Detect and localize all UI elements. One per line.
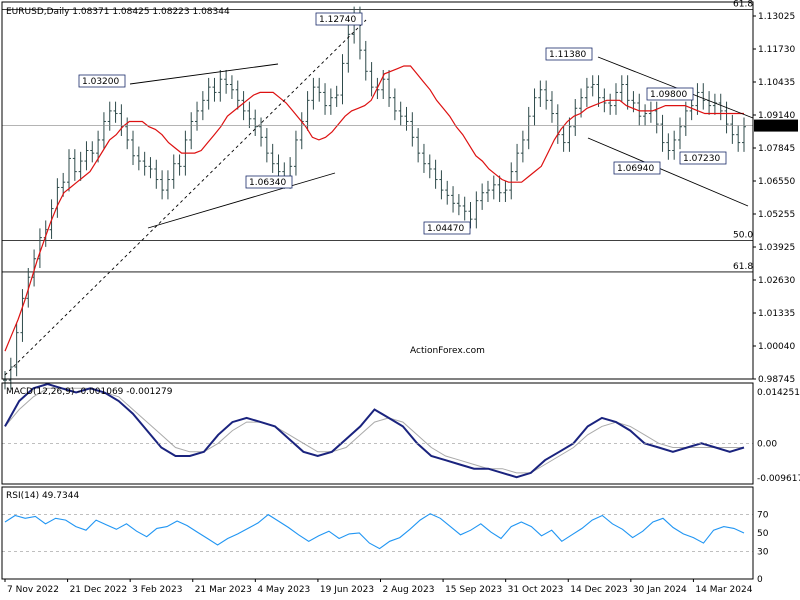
macd-line xyxy=(4,383,745,479)
price-y-tick-label: 1.06550 xyxy=(758,177,795,187)
price-y-tick-label: 1.10435 xyxy=(758,78,795,88)
price-y-tick-label: 1.03925 xyxy=(758,243,795,253)
symbol-header: EURUSD,Daily 1.08371 1.08425 1.08223 1.0… xyxy=(6,7,230,17)
watermark: ActionForex.com xyxy=(410,346,485,356)
x-tick-label: 21 Dec 2022 xyxy=(70,585,128,595)
price-y-tick-label: 1.01335 xyxy=(758,309,795,319)
x-tick-label: 31 Oct 2023 xyxy=(508,585,564,595)
fib-level-label: 50.0 xyxy=(733,231,753,241)
price-annotation-label: 1.07230 xyxy=(683,154,720,164)
last-price-label: 1.08344 xyxy=(757,122,794,132)
panel-bg-1 xyxy=(2,2,753,379)
price-annotation-box xyxy=(245,175,293,189)
price-annotation-label: 1.06340 xyxy=(249,178,286,188)
price-y-tick-label: 1.02630 xyxy=(758,276,795,286)
x-tick-label: 14 Mar 2024 xyxy=(695,585,752,595)
trend-line xyxy=(129,63,279,85)
price-annotation-label: 1.06940 xyxy=(617,164,654,174)
price-annotation-box xyxy=(679,151,727,165)
x-tick-label: 2 Aug 2023 xyxy=(383,585,435,595)
last-price-box xyxy=(754,119,798,132)
x-tick-label: 21 Mar 2023 xyxy=(195,585,252,595)
price-annotation-label: 1.03200 xyxy=(82,77,119,87)
price-annotation-label: 1.11380 xyxy=(549,50,586,60)
panel-frame-2 xyxy=(1,382,754,485)
price-y-tick-label: 1.09140 xyxy=(758,111,795,121)
panel-bg-2 xyxy=(2,383,753,484)
price-y-tick-label: 1.11730 xyxy=(758,45,795,55)
price-annotation-box xyxy=(545,47,593,61)
panel-frame-1 xyxy=(1,1,754,380)
price-annotation-box xyxy=(646,87,694,101)
x-tick-label: 4 May 2023 xyxy=(257,585,310,595)
price-annotation-box xyxy=(78,74,126,88)
trend-line xyxy=(597,56,754,119)
price-y-tick-label: 1.00040 xyxy=(758,342,795,352)
price-annotation-label: 1.09800 xyxy=(650,90,687,100)
x-tick-label: 3 Feb 2023 xyxy=(132,585,182,595)
price-annotation-box xyxy=(423,221,471,235)
trend-line xyxy=(4,19,367,376)
fib-level-label: 61.8 xyxy=(733,0,753,10)
price-y-tick-label: 1.13025 xyxy=(758,12,795,22)
macd-y-tick-label: 0.014251 xyxy=(757,388,800,398)
price-annotation-box xyxy=(315,12,363,26)
price-annotation-box xyxy=(613,161,661,175)
rsi-y-tick-label: 30 xyxy=(757,547,769,557)
rsi-line xyxy=(4,513,745,550)
x-tick-label: 14 Dec 2023 xyxy=(570,585,628,595)
trend-line xyxy=(587,137,749,207)
trend-line xyxy=(147,172,336,229)
rsi-y-tick-label: 0 xyxy=(757,575,763,585)
x-tick-label: 15 Sep 2023 xyxy=(445,585,502,595)
x-tick-label: 30 Jan 2024 xyxy=(633,585,687,595)
macd-y-tick-label: -0.009617 xyxy=(757,474,800,484)
price-annotation-label: 1.12740 xyxy=(319,15,356,25)
rsi-y-tick-label: 70 xyxy=(757,511,769,521)
fib-level-label: 61.8 xyxy=(733,262,753,272)
ema-line xyxy=(4,65,744,352)
price-annotation-label: 1.04470 xyxy=(427,224,464,234)
macd-y-tick-label: 0.00 xyxy=(757,439,777,449)
rsi-y-tick-label: 50 xyxy=(757,529,769,539)
macd-header: MACD(12,26,9) -0.001069 -0.001279 xyxy=(6,387,173,397)
price-y-tick-label: 0.98745 xyxy=(758,375,795,385)
macd-signal-line xyxy=(4,387,744,474)
price-y-tick-label: 1.05255 xyxy=(758,210,795,220)
x-tick-label: 19 Jun 2023 xyxy=(320,585,374,595)
panel-frame-3 xyxy=(1,486,754,580)
rsi-header: RSI(14) 49.7344 xyxy=(6,491,79,501)
price-y-tick-label: 1.07845 xyxy=(758,144,795,154)
x-tick-label: 7 Nov 2022 xyxy=(7,585,59,595)
